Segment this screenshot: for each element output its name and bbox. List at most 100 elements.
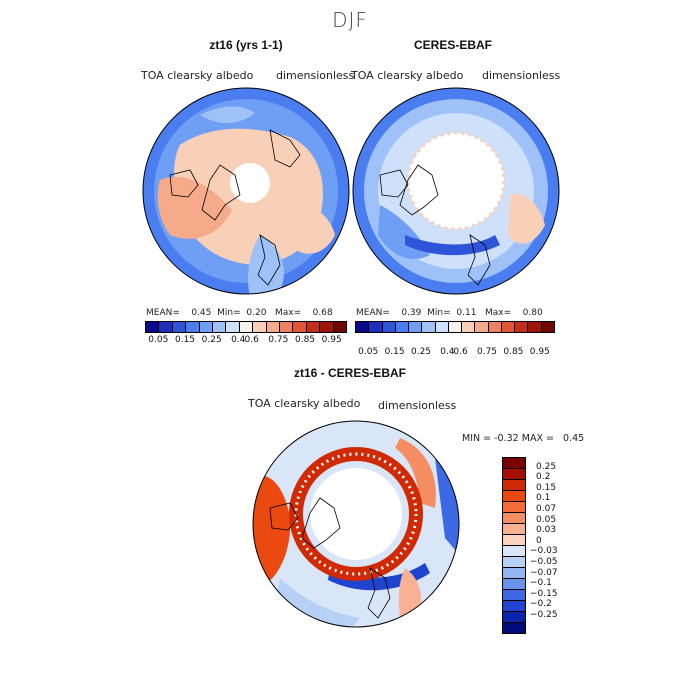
colorbar-ticks-diff: 0.25 0.2 0.15 0.1 0.07 0.05 0.03 0 −0.03 −0.05 −0.… (530, 457, 590, 627)
colorbar-tick-label: 0 (536, 535, 542, 546)
colorbar-tick-label: −0.07 (530, 567, 558, 578)
stats-model: MEAN= 0.45 Min= 0.20 Max= 0.68 (146, 308, 333, 318)
colorbar-diff (502, 457, 526, 634)
colorbar-swatch (503, 590, 525, 601)
colorbar-tick-label: 0.75 (476, 347, 498, 357)
colorbar-ticks-model: 0.05 0.15 0.25 0.4 0.6 0.75 0.85 0.95 (145, 335, 345, 347)
colorbar-tick-label: 0.85 (294, 335, 316, 345)
colorbar-tick-label: −0.03 (530, 546, 558, 557)
colorbar-tick-label: 0.6 (244, 335, 259, 345)
mean-label-model: MEAN= (146, 308, 180, 318)
colorbar-tick-label: 0.95 (321, 335, 342, 345)
max-label-obs: Max= (485, 308, 512, 318)
units-label-diff: dimensionless (378, 399, 457, 412)
minmax-diff: MIN = -0.32 MAX = 0.45 (462, 433, 584, 444)
colorbar-tick-label: 0.05 (536, 514, 557, 525)
colorbar-tick-label: 0.95 (529, 347, 550, 357)
min-label-diff: MIN = (462, 433, 492, 444)
colorbar-swatch (503, 623, 525, 633)
colorbar-swatch (448, 322, 463, 332)
colorbar-swatch (333, 322, 347, 332)
colorbar-swatch (199, 322, 214, 332)
max-value-model: 0.68 (312, 308, 333, 318)
colorbar-swatch (503, 513, 525, 524)
colorbar-tick-label: 0.75 (268, 335, 289, 345)
colorbar-tick-label: 0.25 (410, 347, 432, 357)
colorbar-swatch (503, 480, 525, 491)
colorbar-swatch (356, 322, 370, 332)
colorbar-tick-label: −0.2 (530, 599, 552, 610)
colorbar-tick-label: −0.05 (530, 557, 558, 567)
colorbar-swatch (503, 557, 525, 568)
colorbar-swatch (503, 579, 525, 590)
colorbar-swatch (503, 458, 525, 469)
colorbar-swatch (369, 322, 383, 332)
colorbar-swatch (266, 322, 281, 332)
season-title: DJF (332, 8, 368, 32)
colorbar-tick-label: 0.07 (536, 504, 557, 514)
colorbar-tick-label: 0.25 (201, 335, 222, 345)
colorbar-swatch (503, 469, 525, 480)
colorbar-tick-label: 0.15 (536, 482, 557, 493)
colorbar-swatch (503, 601, 525, 612)
colorbar-tick-label: 0.2 (536, 472, 551, 483)
colorbar-swatch (306, 322, 321, 332)
colorbar-swatch (503, 502, 525, 513)
max-value-obs: 0.80 (522, 308, 543, 318)
colorbar-swatch (422, 322, 436, 332)
colorbar-swatch (503, 491, 525, 502)
colorbar-tick-label: 0.4 (231, 335, 246, 345)
polar-map-obs (352, 87, 560, 295)
variable-label-diff: TOA clearsky albedo (248, 397, 361, 410)
panel-title-diff: zt16 - CERES-EBAF (293, 366, 406, 380)
colorbar-obs (355, 321, 555, 333)
colorbar-swatch (320, 322, 334, 332)
colorbar-swatch (541, 322, 554, 332)
min-label-obs: Min= (427, 308, 451, 318)
colorbar-swatch (515, 322, 529, 332)
min-label-model: Min= (217, 308, 241, 318)
colorbar-swatch (213, 322, 227, 332)
mean-value-model: 0.45 (191, 308, 212, 318)
colorbar-swatch (501, 322, 516, 332)
colorbar-swatch (280, 322, 294, 332)
min-value-obs: 0.11 (456, 308, 477, 318)
colorbar-tick-label: 0.05 (148, 335, 169, 345)
colorbar-swatch (503, 524, 525, 535)
colorbar-swatch (172, 322, 187, 332)
colorbar-tick-label: −0.25 (530, 610, 558, 620)
colorbar-tick-label: −0.15 (530, 588, 558, 599)
colorbar-tick-label: 0.05 (358, 347, 379, 357)
colorbar-swatch (159, 322, 173, 332)
colorbar-swatch (293, 322, 307, 332)
colorbar-swatch (475, 322, 489, 332)
variable-label-obs: TOA clearsky albedo (351, 69, 464, 82)
colorbar-swatch (462, 322, 476, 332)
colorbar-swatch (503, 568, 525, 579)
colorbar-swatch (528, 322, 542, 332)
panel-title-obs: CERES-EBAF (413, 38, 492, 52)
colorbar-swatch (253, 322, 267, 332)
colorbar-swatch (186, 322, 200, 332)
polar-map-diff (252, 420, 460, 628)
colorbar-tick-label: 0.15 (384, 347, 405, 357)
colorbar-tick-label: 0.4 (440, 347, 455, 357)
variable-label-model: TOA clearsky albedo (141, 69, 254, 82)
min-value-model: 0.20 (246, 308, 267, 318)
units-label-obs: dimensionless (482, 69, 561, 82)
max-label-diff: MAX = (521, 433, 554, 444)
units-label-model: dimensionless (276, 69, 355, 82)
polar-map-model (142, 87, 350, 295)
colorbar-model (145, 321, 347, 333)
colorbar-swatch (382, 322, 396, 332)
colorbar-tick-label: 0.25 (536, 461, 557, 472)
colorbar-tick-label: 0.1 (536, 493, 551, 504)
max-label-model: Max= (275, 308, 302, 318)
mean-label-obs: MEAN= (356, 308, 390, 318)
colorbar-swatch (409, 322, 423, 332)
colorbar-swatch (226, 322, 240, 332)
colorbar-tick-label: 0.6 (453, 347, 468, 357)
colorbar-tick-label: −0.1 (530, 578, 552, 589)
mean-value-obs: 0.39 (401, 308, 422, 318)
min-value-diff: -0.32 (494, 433, 519, 444)
